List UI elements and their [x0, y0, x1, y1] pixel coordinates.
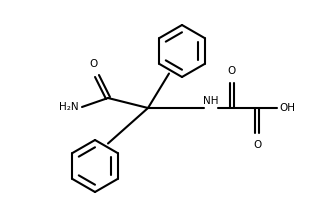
- Text: O: O: [228, 66, 236, 76]
- Text: H₂N: H₂N: [59, 102, 79, 112]
- Text: NH: NH: [203, 96, 219, 106]
- Text: O: O: [90, 59, 98, 69]
- Text: OH: OH: [279, 103, 295, 113]
- Text: O: O: [253, 140, 261, 150]
